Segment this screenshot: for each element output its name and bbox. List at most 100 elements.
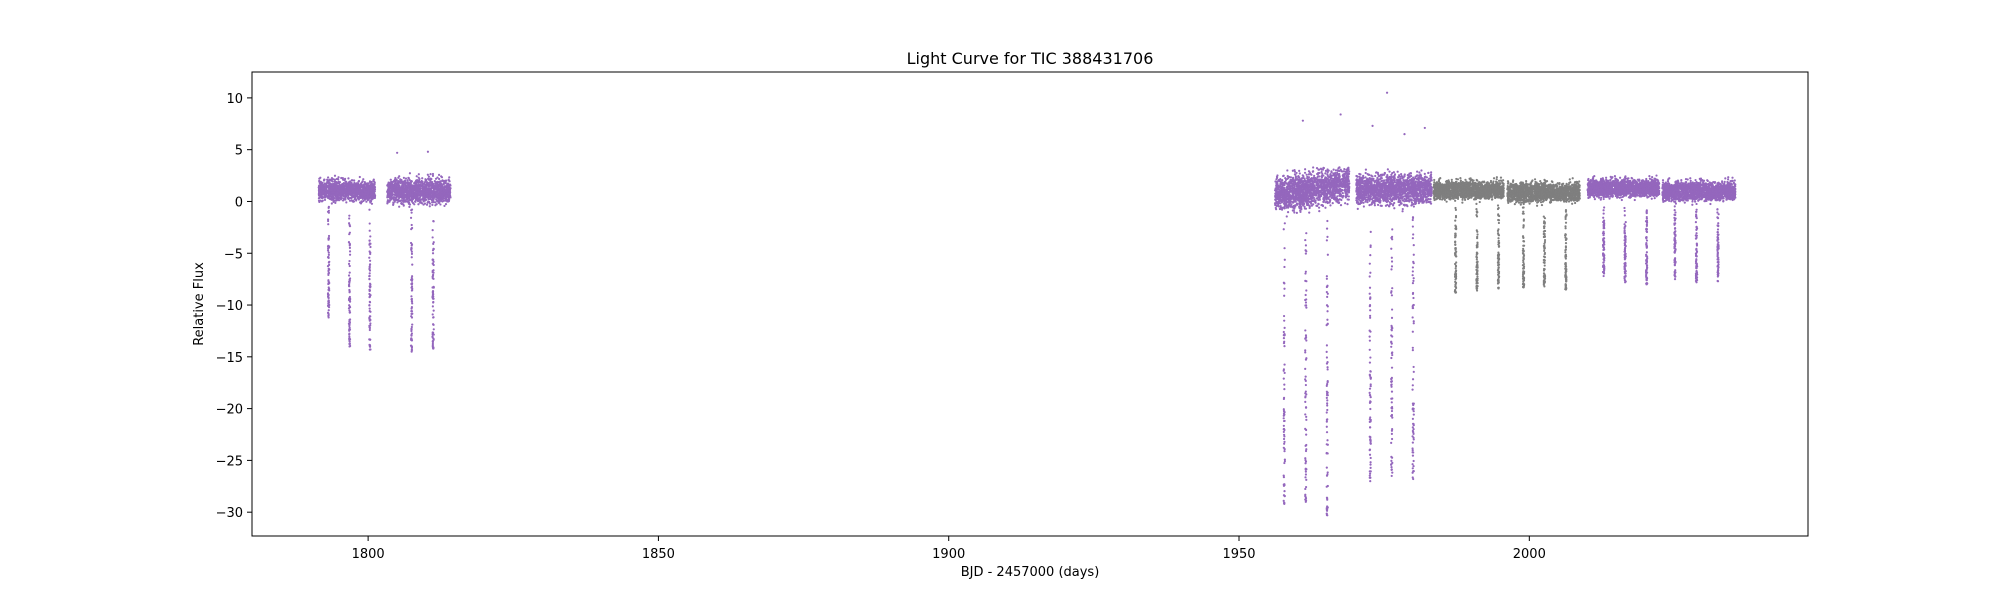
- flux-point: [1423, 176, 1426, 179]
- flux-point: [346, 182, 349, 185]
- flux-point: [351, 179, 354, 182]
- flux-point: [1338, 192, 1342, 196]
- flux-point: [331, 197, 334, 200]
- flux-point: [1276, 174, 1279, 177]
- flux-point: [364, 192, 367, 196]
- flux-point: [1304, 168, 1307, 171]
- flux-point: [1295, 196, 1299, 200]
- flux-point: [324, 193, 328, 196]
- flux-point: [1293, 185, 1296, 188]
- flux-point: [430, 198, 433, 201]
- flux-point: [1338, 183, 1341, 186]
- flux-point: [362, 178, 365, 181]
- flux-point: [1308, 180, 1311, 183]
- flux-point: [408, 172, 412, 175]
- flux-point: [427, 175, 431, 178]
- flux-point: [1292, 179, 1295, 182]
- flux-point: [333, 178, 337, 181]
- flux-point: [402, 176, 405, 179]
- flux-point: [428, 205, 431, 208]
- flux-point: [1345, 180, 1348, 183]
- flux-point: [417, 176, 420, 179]
- flux-point: [386, 202, 389, 205]
- flux-point: [1300, 179, 1303, 182]
- flux-point: [1341, 191, 1344, 195]
- flux-point: [1393, 207, 1396, 210]
- flux-point: [1316, 204, 1319, 207]
- flux-point: [397, 184, 401, 188]
- flux-point: [334, 201, 337, 204]
- flux-point: [332, 178, 335, 181]
- flux-point: [407, 201, 410, 204]
- flux-point: [1310, 204, 1313, 207]
- flux-point: [415, 175, 418, 178]
- flux-point: [418, 196, 421, 200]
- flux-point: [407, 192, 410, 195]
- flux-point: [1309, 187, 1313, 190]
- flux-point: [322, 190, 325, 194]
- flux-point: [1301, 177, 1304, 180]
- flux-point: [331, 180, 334, 183]
- flux-point: [350, 187, 353, 190]
- flux-point: [416, 196, 419, 199]
- flux-point: [1330, 191, 1333, 194]
- flux-point: [400, 194, 403, 198]
- flux-point: [394, 197, 397, 200]
- flux-point: [1274, 203, 1277, 207]
- flux-point: [1299, 197, 1302, 200]
- flux-point: [437, 173, 441, 176]
- flux-point: [426, 189, 430, 192]
- flux-point: [427, 178, 431, 181]
- flux-point: [1275, 197, 1278, 201]
- flux-point: [1331, 174, 1334, 177]
- flux-point: [322, 187, 325, 190]
- flux-point: [403, 183, 406, 186]
- flux-point: [416, 191, 420, 194]
- flux-point: [1326, 174, 1330, 178]
- flux-point: [1334, 184, 1337, 187]
- flux-point: [442, 183, 445, 186]
- flux-point: [1307, 184, 1310, 188]
- flux-point: [327, 189, 331, 192]
- flux-point: [1328, 200, 1332, 203]
- flux-point: [1340, 185, 1343, 188]
- flux-point: [318, 177, 321, 180]
- flux-point: [344, 182, 347, 185]
- flux-point: [447, 199, 451, 202]
- flux-point: [1315, 167, 1319, 170]
- flux-point: [431, 203, 434, 206]
- flux-point: [1286, 169, 1289, 172]
- flux-point: [1328, 180, 1331, 183]
- flux-point: [410, 196, 414, 200]
- flux-point: [1287, 190, 1290, 193]
- flux-point: [393, 188, 396, 191]
- flux-point: [1347, 190, 1350, 193]
- flux-point: [1331, 201, 1334, 205]
- flux-point: [1274, 193, 1277, 196]
- flux-point: [404, 196, 407, 199]
- flux-point: [1287, 176, 1290, 180]
- flux-point: [447, 178, 450, 181]
- flux-point: [1320, 194, 1323, 198]
- flux-point: [1314, 180, 1317, 183]
- flux-point: [397, 194, 401, 198]
- flux-point: [1306, 177, 1309, 180]
- flux-point: [1364, 168, 1368, 171]
- flux-point: [1281, 198, 1285, 201]
- flux-point: [1364, 200, 1367, 203]
- flux-point: [1307, 170, 1311, 173]
- flux-point: [1275, 190, 1278, 193]
- flux-point: [398, 205, 401, 208]
- flux-point: [1338, 166, 1341, 169]
- flux-point: [1274, 206, 1277, 210]
- flux-point: [1337, 180, 1340, 183]
- flux-point: [411, 200, 414, 203]
- flux-point: [1346, 203, 1349, 206]
- flux-point: [437, 201, 441, 204]
- flux-point: [1287, 187, 1290, 190]
- flux-point: [1285, 182, 1288, 185]
- flux-point: [428, 202, 432, 205]
- flux-point: [401, 185, 404, 188]
- flux-point: [434, 201, 437, 204]
